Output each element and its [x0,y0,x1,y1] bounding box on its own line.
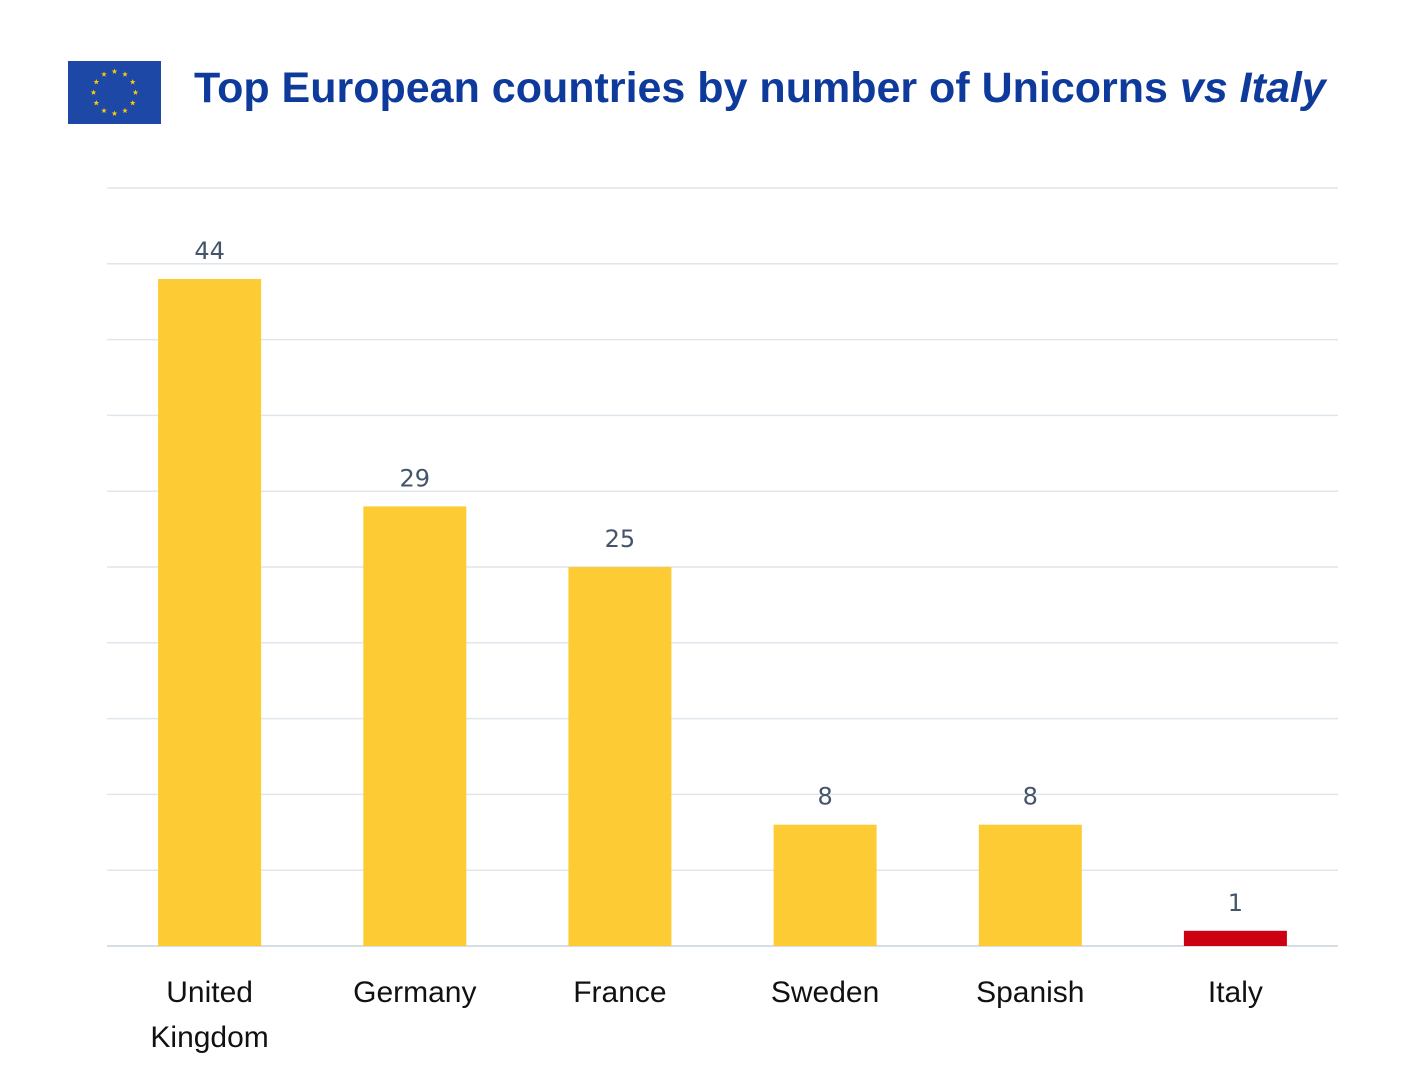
eu-flag-icon [68,61,161,124]
title-emphasis: vs Italy [1179,64,1326,112]
category-label-germany: Germany [353,976,476,1009]
flag-star [111,68,118,74]
flag-stars [90,68,139,116]
category-label-united-kingdom: Kingdom [150,1021,268,1054]
flag-star [93,100,100,106]
bar-spanish [978,824,1082,946]
flag-star [122,71,128,77]
value-label-germany: 29 [400,464,431,492]
bar-italy [1183,930,1287,946]
bar-france [568,567,672,946]
flag-star [129,79,136,85]
flag-star [101,107,107,114]
flag-star [111,110,118,116]
category-label-france: France [573,976,666,1009]
value-label-italy: 1 [1228,889,1243,917]
flag-star [129,100,136,106]
chart-title: Top European countries by number of Unic… [194,60,1326,116]
bar-germany [363,506,467,946]
category-labels: United Kingdom Germany France Sweden Spanish I… [150,976,1263,1054]
flag-star [101,71,107,77]
flag-star [122,107,128,114]
flag-star [132,89,139,95]
value-labels: 44 29 25 8 8 1 [194,237,1243,917]
value-label-united-kingdom: 44 [194,237,225,265]
flag-star [93,79,100,85]
bar-united-kingdom [158,279,262,946]
category-label-sweden: Sweden [771,976,879,1009]
category-label-united-kingdom: United [166,976,253,1009]
category-label-italy: Italy [1208,976,1263,1009]
category-label-spanish: Spanish [976,976,1084,1009]
value-label-spanish: 8 [1023,783,1038,811]
bars [158,279,1287,946]
bar-sweden [773,824,877,946]
flag-star [90,89,97,95]
value-label-france: 25 [605,525,636,553]
value-label-sweden: 8 [817,783,832,811]
title-main: Top European countries by number of Unic… [194,64,1168,112]
gridlines [107,187,1338,947]
